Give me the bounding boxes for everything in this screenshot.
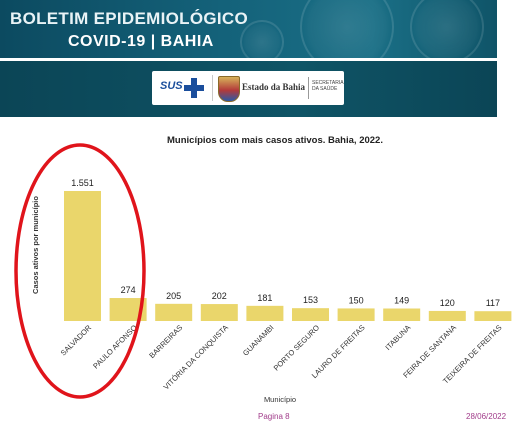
- bar: [64, 191, 101, 321]
- bulletin-title: BOLETIM EPIDEMIOLÓGICO: [10, 9, 248, 28]
- institution-logos: SUS Estado da Bahia SECRETARIA DA SAÚDE: [152, 71, 344, 105]
- data-label: 181: [257, 293, 272, 303]
- virus-decoration-icon: [410, 0, 484, 58]
- category-label: BARREIRAS: [147, 323, 184, 360]
- logo-divider: [308, 77, 309, 99]
- bar: [337, 308, 375, 321]
- header-banner: BOLETIM EPIDEMIOLÓGICO COVID-19 | BAHIA: [0, 0, 497, 58]
- bulletin-subtitle: COVID-19 | BAHIA: [68, 33, 214, 50]
- bar: [428, 310, 466, 321]
- data-label: 120: [440, 298, 455, 308]
- data-label: 274: [121, 285, 136, 295]
- bar: [474, 311, 512, 321]
- category-label: ITABUNA: [383, 323, 412, 352]
- bar: [155, 303, 193, 321]
- bahia-crest-icon: [218, 76, 240, 102]
- category-label: PORTO SEGURO: [272, 323, 322, 373]
- logo-bar: SUS Estado da Bahia SECRETARIA DA SAÚDE: [0, 61, 497, 117]
- data-label: 205: [166, 291, 181, 301]
- x-axis-label: Município: [264, 395, 296, 404]
- state-name: Estado da Bahia: [242, 82, 306, 92]
- category-label: GUANAMBI: [241, 323, 276, 358]
- sus-cross-icon: [184, 78, 204, 98]
- data-label: 202: [212, 291, 227, 301]
- sus-logo: SUS: [160, 80, 183, 92]
- bar: [109, 298, 147, 321]
- bar: [292, 308, 329, 321]
- virus-decoration-icon: [240, 20, 284, 58]
- secretaria-label: SECRETARIA DA SAÚDE: [312, 80, 344, 92]
- highlight-ellipse: [14, 143, 146, 399]
- page-number: Pagina 8: [258, 412, 290, 421]
- chart-title: Municípios com mais casos ativos. Bahia,…: [167, 135, 383, 146]
- logo-divider: [212, 75, 213, 101]
- category-label: SALVADOR: [59, 323, 94, 358]
- bar: [383, 308, 421, 321]
- publication-date: 28/06/2022: [466, 412, 507, 421]
- data-label: 117: [486, 298, 500, 308]
- data-label: 153: [303, 295, 318, 305]
- y-axis-label: Casos ativos por município: [31, 196, 40, 294]
- bar: [246, 305, 284, 321]
- data-label: 150: [349, 295, 364, 305]
- virus-decoration-icon: [300, 0, 394, 58]
- bar: [200, 304, 238, 321]
- data-label: 149: [394, 296, 409, 306]
- data-label: 1.551: [71, 178, 94, 188]
